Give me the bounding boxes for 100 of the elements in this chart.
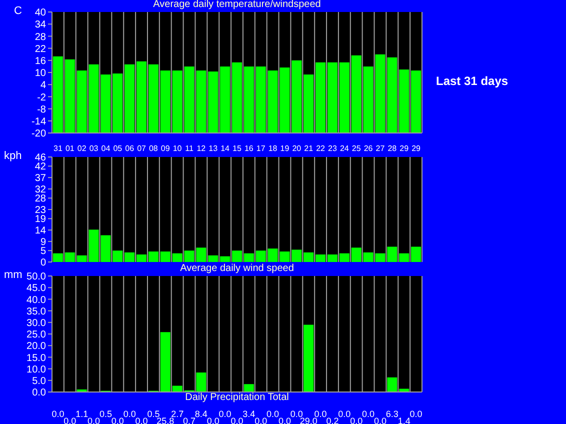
bar — [52, 56, 63, 133]
y-tick-label: 0 — [40, 258, 46, 269]
data-label: 0.0 — [278, 416, 291, 424]
data-label: 0.5 — [147, 409, 160, 419]
y-axis-title: kph — [4, 150, 23, 162]
data-label: 0.0 — [64, 416, 76, 424]
data-label: 0.2 — [326, 416, 339, 424]
bar — [160, 252, 170, 262]
x-tick-label: 17 — [256, 144, 266, 153]
bar — [220, 256, 230, 262]
data-label: 0.0 — [230, 416, 244, 424]
y-tick-label: 5 — [40, 246, 46, 258]
data-label: 0.0 — [362, 409, 375, 419]
y-tick-label: 23 — [34, 205, 46, 216]
y-tick-label: 20.0 — [26, 341, 46, 352]
x-tick-label: 18 — [268, 144, 278, 153]
y-tick-label: 34 — [34, 20, 46, 31]
x-tick-label: 09 — [160, 144, 170, 153]
bar — [411, 246, 422, 262]
x-tick-label: 31 — [54, 144, 63, 153]
bar — [387, 246, 398, 262]
x-tick-label: 14 — [220, 144, 230, 153]
data-label: 0.7 — [183, 416, 196, 424]
x-tick-label: 26 — [364, 144, 374, 153]
y-tick-label: 15.0 — [26, 352, 46, 364]
bar — [292, 250, 302, 262]
y-tick-label: -20 — [32, 128, 46, 140]
x-tick-label: 22 — [316, 144, 326, 153]
x-tick-label: 16 — [244, 144, 254, 153]
bar — [304, 74, 314, 133]
y-tick-label: 25.0 — [26, 330, 46, 341]
bar — [220, 66, 230, 133]
y-tick-label: 4 — [40, 80, 46, 92]
y-axis-title: C — [13, 5, 23, 17]
y-tick-label: 16 — [34, 56, 46, 67]
x-tick-label: 11 — [185, 144, 194, 153]
bar — [304, 252, 314, 262]
y-tick-label: 35.0 — [26, 306, 46, 318]
bar — [160, 70, 170, 133]
y-tick-label: -2 — [37, 92, 46, 104]
bar — [387, 57, 398, 133]
y-tick-label: 28 — [34, 32, 46, 43]
y-tick-label: -14 — [32, 116, 46, 128]
y-tick-label: 32 — [34, 184, 46, 196]
y-tick-label: 5.0 — [32, 376, 46, 387]
bar — [64, 252, 75, 262]
bar — [292, 60, 302, 133]
y-tick-label: 50.0 — [26, 272, 46, 283]
bar — [232, 62, 242, 133]
data-label: 0.5 — [99, 409, 112, 419]
data-label: 0.0 — [88, 416, 100, 424]
x-tick-label: 19 — [280, 144, 290, 153]
bar — [327, 62, 338, 133]
bar — [256, 250, 266, 262]
bar — [411, 70, 422, 133]
data-label: 0.0 — [266, 409, 280, 419]
bar — [76, 255, 87, 262]
y-tick-label: 19 — [34, 214, 46, 226]
bar — [76, 70, 87, 133]
y-tick-label: 46 — [34, 152, 46, 164]
bar — [327, 254, 338, 262]
x-tick-label: 12 — [196, 144, 206, 153]
x-tick-label: 02 — [77, 144, 87, 153]
data-label: 0.0 — [350, 416, 363, 424]
data-label: 0.0 — [206, 416, 220, 424]
bar — [399, 253, 410, 262]
x-tick-label: 15 — [232, 144, 242, 153]
y-tick-label: -8 — [37, 104, 46, 116]
bar — [136, 61, 147, 133]
data-label: 0.0 — [410, 409, 422, 419]
bar — [196, 70, 206, 133]
data-label: 8.4 — [194, 409, 208, 419]
bar — [208, 71, 218, 133]
y-tick-label: 9 — [40, 237, 46, 248]
bar — [387, 377, 398, 392]
x-tick-label: 13 — [208, 144, 218, 153]
x-tick-label: 03 — [89, 144, 99, 153]
x-tick-label: 06 — [125, 144, 135, 153]
bar — [160, 332, 170, 392]
bar — [256, 66, 266, 133]
data-label: 3.4 — [242, 409, 256, 419]
x-axis-title: Daily Precipitation Total — [184, 392, 290, 403]
x-tick-label: 20 — [292, 144, 302, 153]
x-axis-title: Average daily wind speed — [179, 263, 295, 274]
y-tick-label: 37 — [34, 173, 46, 184]
x-tick-label: 08 — [149, 144, 158, 153]
x-tick-label: 24 — [340, 144, 350, 153]
x-tick-label: 21 — [304, 144, 314, 153]
x-tick-label: 10 — [172, 144, 182, 153]
bar — [232, 250, 242, 262]
data-label: 0.0 — [254, 416, 268, 424]
bar — [52, 253, 63, 262]
y-tick-label: 10 — [34, 68, 46, 80]
x-tick-label: 29 — [412, 144, 422, 153]
bar — [244, 253, 254, 262]
y-tick-label: 42 — [34, 162, 46, 173]
bar — [339, 62, 350, 133]
bar — [208, 255, 218, 262]
data-label: 0.0 — [338, 409, 351, 419]
data-label: 0.0 — [374, 416, 386, 424]
